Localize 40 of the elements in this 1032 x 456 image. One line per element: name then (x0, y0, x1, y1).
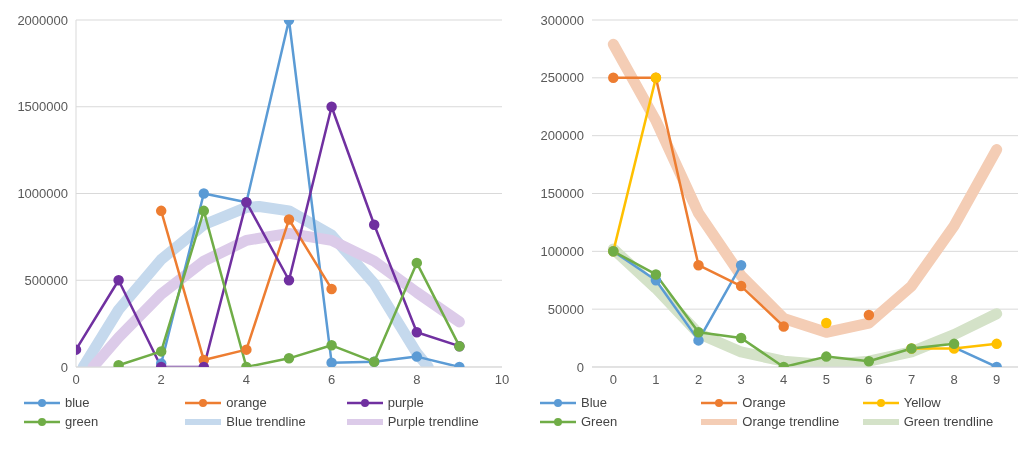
x-tick-label: 0 (609, 372, 617, 388)
y-tick-label: 2000000 (17, 12, 68, 28)
x-tick-label: 2 (694, 372, 703, 388)
legend-label: Green (581, 414, 618, 429)
y-tick-label: 500000 (24, 272, 68, 288)
y-tick-label: 50000 (547, 301, 584, 317)
legend-label: green (65, 414, 99, 429)
legend-label: orange (226, 395, 267, 410)
legend-label: blue (65, 395, 90, 410)
y-tick-label: 300000 (540, 12, 584, 28)
x-tick-label: 10 (494, 372, 510, 388)
x-tick-label: 1 (652, 372, 660, 388)
legend-label: Blue (581, 395, 608, 410)
x-tick-label: 4 (242, 372, 251, 388)
x-tick-label: 8 (950, 372, 958, 388)
x-tick-label: 8 (413, 372, 421, 388)
legend-label: purple (387, 395, 424, 410)
x-tick-label: 9 (993, 372, 1001, 388)
y-tick-label: 0 (576, 359, 584, 375)
legend-label: Purple trendline (387, 414, 479, 429)
legend-label: Yellow (903, 395, 941, 410)
x-tick-label: 6 (327, 372, 336, 388)
legend-label: Orange (742, 395, 786, 410)
x-tick-label: 2 (157, 372, 165, 388)
x-tick-label: 3 (737, 372, 745, 388)
y-tick-label: 1000000 (17, 186, 68, 202)
x-tick-label: 7 (907, 372, 916, 388)
x-tick-label: 6 (865, 372, 873, 388)
legend-label: Green trendline (903, 414, 994, 429)
y-tick-label: 250000 (540, 70, 584, 86)
x-tick-label: 0 (72, 372, 80, 388)
y-tick-label: 1500000 (17, 99, 68, 115)
y-tick-label: 150000 (540, 186, 584, 202)
x-tick-label: 4 (780, 372, 788, 388)
legend-label: Blue trendline (226, 414, 306, 429)
legend-label: Orange trendline (742, 414, 840, 429)
x-tick-label: 5 (822, 372, 830, 388)
y-tick-label: 0 (60, 359, 68, 375)
y-tick-label: 100000 (540, 243, 584, 259)
y-tick-label: 200000 (540, 128, 584, 144)
